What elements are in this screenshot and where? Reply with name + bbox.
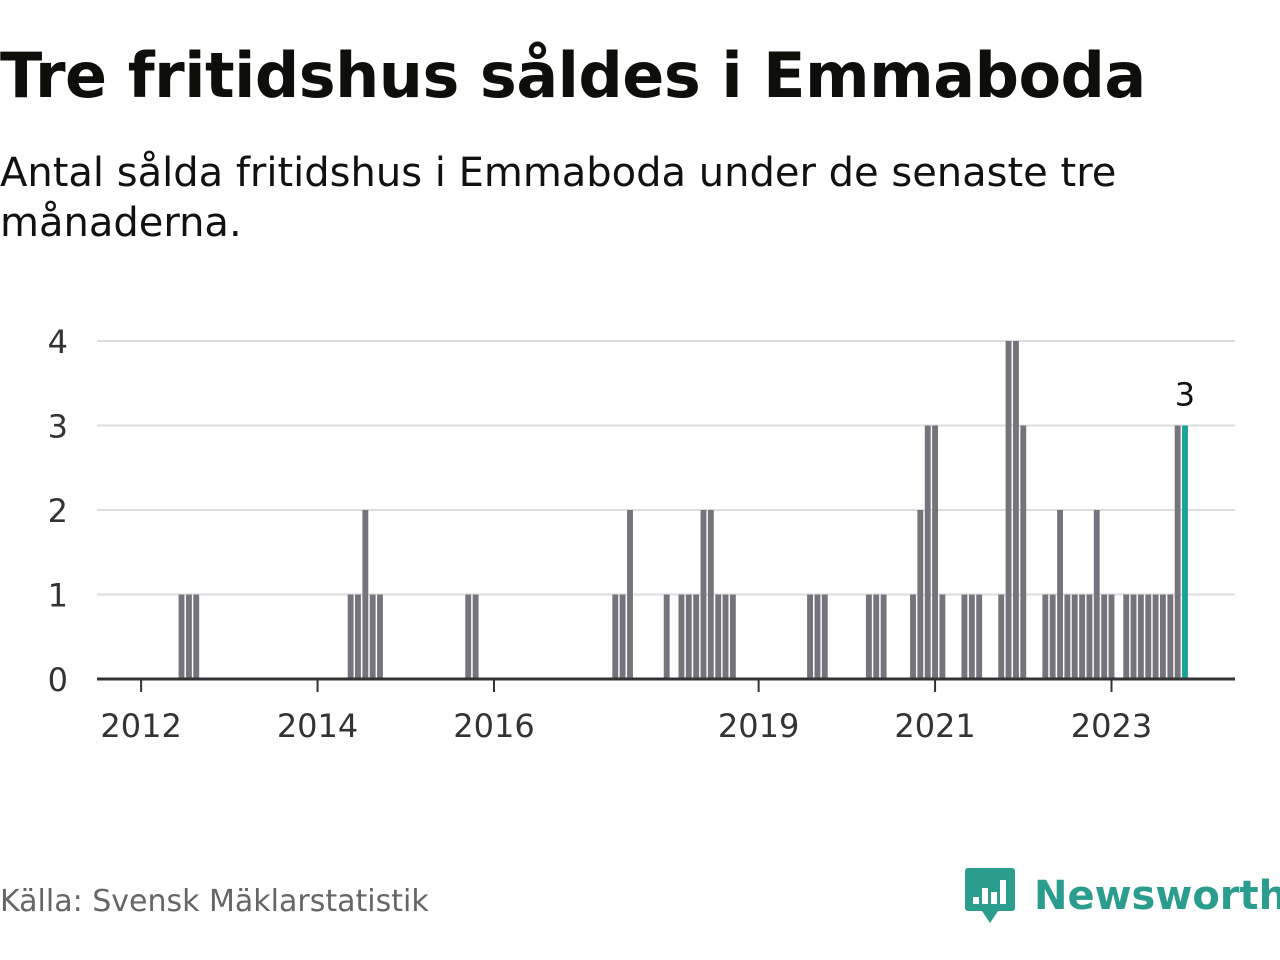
bar xyxy=(1086,594,1093,679)
bar xyxy=(715,594,722,679)
bar xyxy=(627,510,633,679)
bar xyxy=(1020,425,1027,679)
bar xyxy=(678,594,685,679)
bar xyxy=(939,594,946,679)
bar xyxy=(932,425,939,679)
bar xyxy=(1167,594,1174,679)
bar xyxy=(185,594,192,679)
x-tick-label: 2012 xyxy=(100,707,181,745)
x-tick-label: 2019 xyxy=(718,707,799,745)
bar xyxy=(924,425,931,679)
bar xyxy=(1042,594,1049,679)
bar xyxy=(347,594,354,679)
bar xyxy=(1071,594,1078,679)
bar xyxy=(663,594,670,679)
bar-highlight xyxy=(1182,425,1188,679)
bar xyxy=(1137,594,1144,679)
y-tick-label: 1 xyxy=(48,577,68,615)
bar xyxy=(1108,594,1115,679)
bar xyxy=(729,594,736,679)
bar xyxy=(968,594,975,679)
bar xyxy=(1123,594,1130,679)
bar xyxy=(619,594,626,679)
bar xyxy=(355,594,361,679)
x-tick-label: 2023 xyxy=(1071,707,1152,745)
bar xyxy=(685,594,692,679)
bar xyxy=(612,594,619,679)
source-note: Källa: Svensk Mäklarstatistik xyxy=(0,884,429,919)
bar xyxy=(998,594,1005,679)
bar xyxy=(700,510,707,679)
bar xyxy=(814,594,821,679)
bar xyxy=(821,594,828,679)
bar xyxy=(1049,594,1056,679)
bar xyxy=(1130,594,1137,679)
bar xyxy=(1159,594,1166,679)
bar xyxy=(1064,594,1071,679)
y-tick-label: 0 xyxy=(48,661,68,699)
newsworthy-logo[interactable]: Newsworthy xyxy=(964,866,1280,926)
y-tick-label: 3 xyxy=(48,408,68,446)
bars xyxy=(178,341,1188,679)
value-annotation: 3 xyxy=(1175,376,1195,414)
bar xyxy=(1005,341,1012,679)
bar xyxy=(465,594,472,679)
bar-chart-bubble-icon xyxy=(965,868,1015,923)
bar xyxy=(1057,510,1064,679)
bar xyxy=(693,594,700,679)
gridlines xyxy=(97,340,1235,596)
bar xyxy=(1174,425,1181,679)
bar xyxy=(1093,510,1100,679)
x-tick-label: 2021 xyxy=(894,707,975,745)
bar xyxy=(807,594,813,679)
bar xyxy=(377,594,383,679)
bar xyxy=(873,594,880,679)
bar xyxy=(865,594,872,679)
bar xyxy=(1013,341,1019,679)
y-tick-label: 4 xyxy=(48,323,68,361)
bar xyxy=(362,510,369,679)
bar-chart: 0 1 2 3 4 2012 2014 2016 2019 2021 2023 3 xyxy=(48,323,1235,745)
chart-title: Tre fritidshus såldes i Emmaboda xyxy=(0,39,1146,112)
y-tick-label: 2 xyxy=(48,492,68,530)
x-tick-label: 2016 xyxy=(453,707,534,745)
bar xyxy=(1152,594,1159,679)
bar xyxy=(472,594,479,679)
bar xyxy=(976,594,983,679)
chart-subtitle: Antal sålda fritidshus i Emmaboda under … xyxy=(0,150,1117,246)
bar xyxy=(917,510,924,679)
bar xyxy=(722,594,729,679)
bar xyxy=(369,594,376,679)
bar xyxy=(178,594,185,679)
bar xyxy=(1079,594,1086,679)
tick-labels: 0 1 2 3 4 2012 2014 2016 2019 2021 2023 3 xyxy=(48,323,1196,745)
bar xyxy=(880,594,887,679)
axes xyxy=(97,677,1235,692)
bar xyxy=(707,510,714,679)
x-tick-label: 2014 xyxy=(277,707,358,745)
bar xyxy=(193,594,200,679)
bar xyxy=(910,594,916,679)
bar xyxy=(1145,594,1152,679)
bar xyxy=(961,594,968,679)
bar xyxy=(1101,594,1108,679)
brand-name: Newsworthy xyxy=(1034,873,1280,919)
